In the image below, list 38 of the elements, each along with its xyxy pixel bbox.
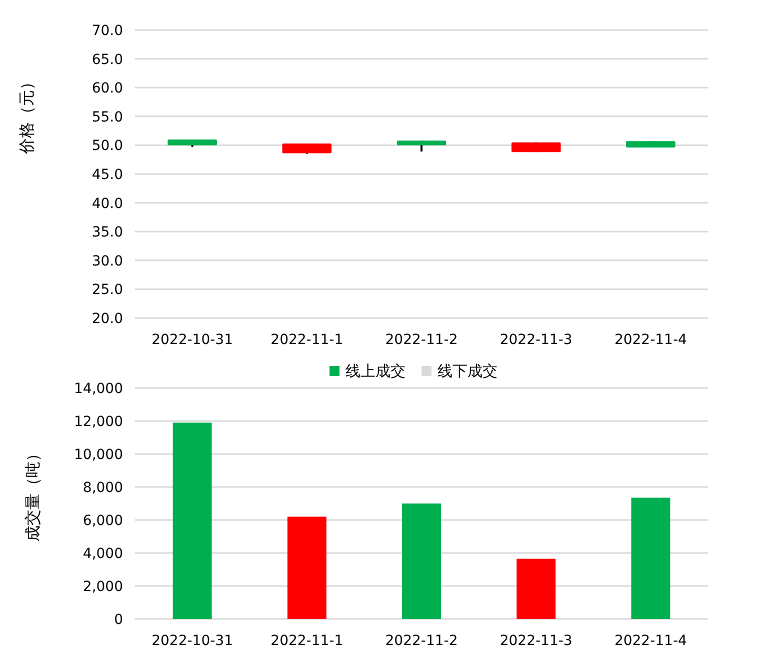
y-tick-label: 60.0 (92, 80, 123, 97)
y-tick-label: 6,000 (82, 513, 123, 529)
y-tick-label: 10,000 (74, 447, 123, 463)
y-tick-label: 0 (114, 612, 123, 628)
x-tick-label: 2022-11-1 (270, 633, 344, 649)
bar (172, 422, 212, 619)
bar (631, 498, 670, 619)
x-tick-label: 2022-11-3 (500, 332, 572, 348)
y-tick-label: 4,000 (82, 546, 123, 562)
y-tick-label: 12,000 (74, 414, 123, 430)
y-tick-label: 50.0 (92, 138, 123, 154)
y-tick-label: 45.0 (92, 167, 123, 183)
bar (402, 504, 441, 619)
legend-label: 线下成交 (438, 362, 498, 380)
y-tick-label: 40.0 (92, 196, 123, 212)
y-tick-label: 30.0 (92, 253, 123, 270)
y-tick-label: 14,000 (74, 381, 123, 397)
y-axis-title: 价格（元） (17, 74, 36, 155)
x-tick-label: 2022-11-4 (614, 332, 688, 348)
x-tick-label: 2022-10-31 (152, 633, 233, 649)
y-tick-label: 65.0 (92, 52, 123, 68)
y-tick-label: 8,000 (82, 480, 123, 496)
bar (287, 516, 326, 619)
x-tick-label: 2022-11-4 (614, 633, 688, 649)
y-tick-label: 20.0 (92, 311, 123, 327)
y-tick-label: 55.0 (92, 109, 123, 126)
x-tick-label: 2022-11-2 (385, 332, 458, 348)
x-tick-label: 2022-10-31 (152, 332, 233, 348)
x-tick-label: 2022-11-2 (385, 633, 458, 649)
y-axis-title: 成交量（吨） (23, 446, 42, 542)
y-tick-label: 70.0 (92, 23, 123, 39)
legend-label: 线上成交 (346, 362, 406, 380)
x-tick-label: 2022-11-1 (270, 332, 344, 348)
bar (516, 558, 556, 619)
y-tick-label: 2,000 (82, 579, 123, 595)
y-tick-label: 25.0 (92, 282, 123, 298)
x-tick-label: 2022-11-3 (500, 633, 572, 649)
y-tick-label: 35.0 (92, 224, 123, 241)
